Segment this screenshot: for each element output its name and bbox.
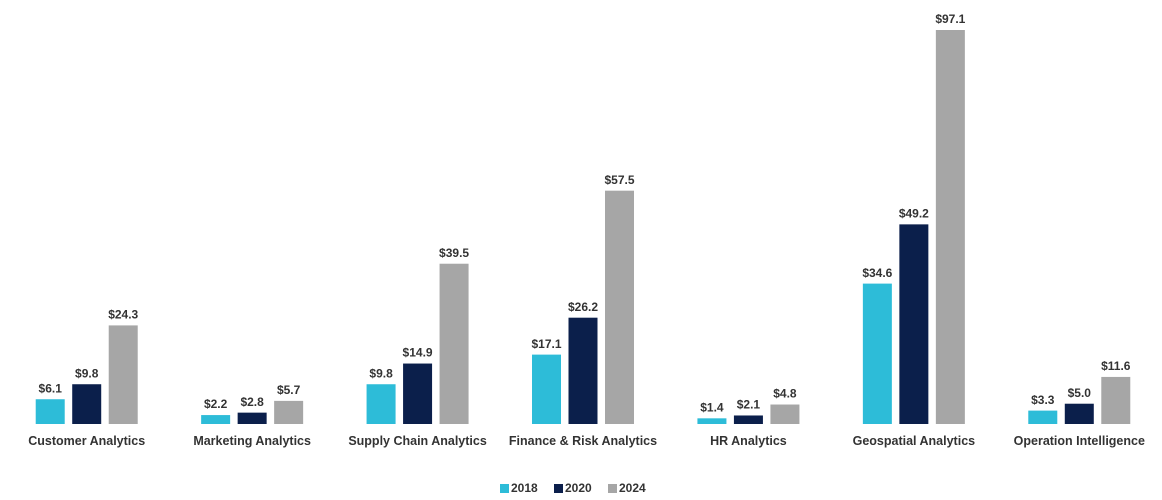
value-label: $2.2 bbox=[204, 397, 228, 411]
legend-label: 2018 bbox=[511, 481, 538, 495]
legend-swatch bbox=[608, 484, 617, 493]
bar bbox=[108, 325, 138, 424]
bar bbox=[1101, 376, 1131, 424]
bar bbox=[1064, 403, 1094, 424]
value-label: $9.8 bbox=[75, 366, 99, 380]
value-label: $17.1 bbox=[531, 337, 561, 351]
legend-label: 2024 bbox=[619, 481, 646, 495]
bar bbox=[532, 354, 561, 424]
bar bbox=[35, 399, 65, 424]
bar bbox=[697, 418, 727, 424]
value-label: $39.5 bbox=[439, 246, 469, 260]
bar bbox=[770, 404, 800, 424]
value-label: $24.3 bbox=[108, 308, 138, 322]
legend-swatch bbox=[554, 484, 563, 493]
x-tick-label: HR Analytics bbox=[710, 434, 787, 448]
x-tick-label: Finance & Risk Analytics bbox=[508, 434, 658, 448]
x-tick-label: Operation Intelligence bbox=[1013, 434, 1145, 448]
bar bbox=[568, 317, 598, 424]
value-label: $6.1 bbox=[39, 381, 63, 395]
value-label: $11.6 bbox=[1101, 359, 1131, 373]
bar bbox=[605, 190, 634, 424]
value-label: $57.5 bbox=[604, 173, 634, 187]
bar bbox=[439, 263, 469, 424]
bar bbox=[1028, 410, 1058, 424]
value-label: $14.9 bbox=[403, 346, 433, 360]
bar bbox=[733, 415, 763, 424]
x-tick-label: Marketing Analytics bbox=[193, 434, 311, 448]
value-label: $97.1 bbox=[935, 12, 965, 26]
bar bbox=[899, 224, 929, 424]
value-label: $4.8 bbox=[773, 387, 797, 401]
legend-swatch bbox=[500, 484, 509, 493]
x-tick-label: Geospatial Analytics bbox=[852, 434, 976, 448]
value-label: $5.7 bbox=[277, 383, 301, 397]
value-label: $34.6 bbox=[862, 266, 892, 280]
bar bbox=[366, 384, 396, 424]
value-label: $9.8 bbox=[369, 366, 393, 380]
bar bbox=[237, 412, 267, 424]
bar bbox=[403, 363, 433, 424]
value-label: $26.2 bbox=[568, 300, 598, 314]
bar bbox=[274, 400, 304, 424]
bar bbox=[72, 384, 102, 424]
value-label: $1.4 bbox=[700, 400, 724, 414]
x-tick-label: Supply Chain Analytics bbox=[348, 434, 487, 448]
bar bbox=[862, 283, 892, 424]
value-label: $3.3 bbox=[1031, 393, 1055, 407]
value-label: $2.1 bbox=[737, 398, 761, 412]
value-label: $49.2 bbox=[899, 207, 929, 221]
value-label: $2.8 bbox=[240, 395, 264, 409]
value-label: $5.0 bbox=[1068, 386, 1092, 400]
bar bbox=[935, 30, 965, 424]
legend-label: 2020 bbox=[565, 481, 592, 495]
bar bbox=[201, 415, 231, 424]
x-tick-label: Customer Analytics bbox=[28, 434, 146, 448]
